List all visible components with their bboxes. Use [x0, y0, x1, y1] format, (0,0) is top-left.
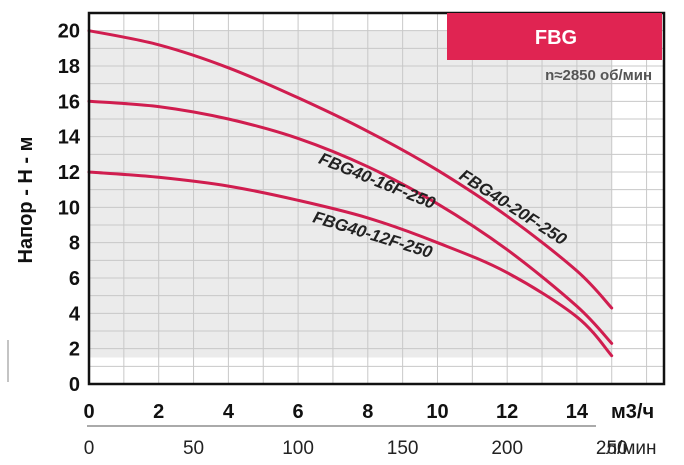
x-tick-label: 14	[566, 401, 589, 423]
curve-fbg40-12f-250	[87, 170, 614, 358]
y-axis-title: Напор - Н - м	[15, 137, 37, 264]
model-badge-box	[447, 13, 662, 60]
x-tick-label: 10	[426, 401, 448, 423]
operating-range-area	[89, 30, 612, 358]
x-tick-label: 0	[83, 401, 94, 423]
x2-tick-label: 100	[282, 438, 314, 459]
x-tick-label: 6	[293, 401, 304, 423]
y-tick-label: 18	[58, 56, 80, 78]
model-badge-text: FBG	[535, 27, 577, 49]
x-tick-label: 8	[362, 401, 373, 423]
model-badge: FBG	[447, 13, 662, 60]
operating-range-layer	[89, 30, 612, 358]
y-tick-label: 12	[58, 162, 80, 184]
x2-tick-label: 250	[596, 438, 628, 459]
x-tick-label: 2	[153, 401, 164, 423]
curve-fbg40-16f-250	[87, 99, 614, 345]
y-tick-label: 2	[69, 339, 80, 361]
curve-fbg40-20f-250	[87, 29, 614, 310]
y-tick-label: 8	[69, 233, 80, 255]
x-axis-unit-primary: м3/ч	[611, 401, 654, 423]
x-tick-label: 4	[223, 401, 235, 423]
y-tick-label: 6	[69, 268, 80, 290]
x2-tick-label: 0	[84, 438, 95, 459]
y-tick-label: 10	[58, 197, 80, 219]
x2-tick-label: 50	[183, 438, 204, 459]
curve-layer	[87, 29, 614, 358]
x2-tick-label: 150	[387, 438, 419, 459]
y-tick-label: 4	[69, 303, 81, 325]
y-tick-label: 14	[58, 127, 81, 149]
y-tick-label: 16	[58, 91, 80, 113]
speed-note: n≈2850 об/мин	[545, 67, 652, 84]
x-tick-label: 12	[496, 401, 518, 423]
y-tick-label: 20	[58, 21, 80, 43]
grid-layer	[89, 13, 664, 384]
x2-tick-label: 200	[491, 438, 523, 459]
plot-frame	[87, 11, 666, 386]
x-axis-unit-secondary: л/мин	[606, 438, 657, 459]
y-tick-label: 0	[69, 374, 80, 396]
